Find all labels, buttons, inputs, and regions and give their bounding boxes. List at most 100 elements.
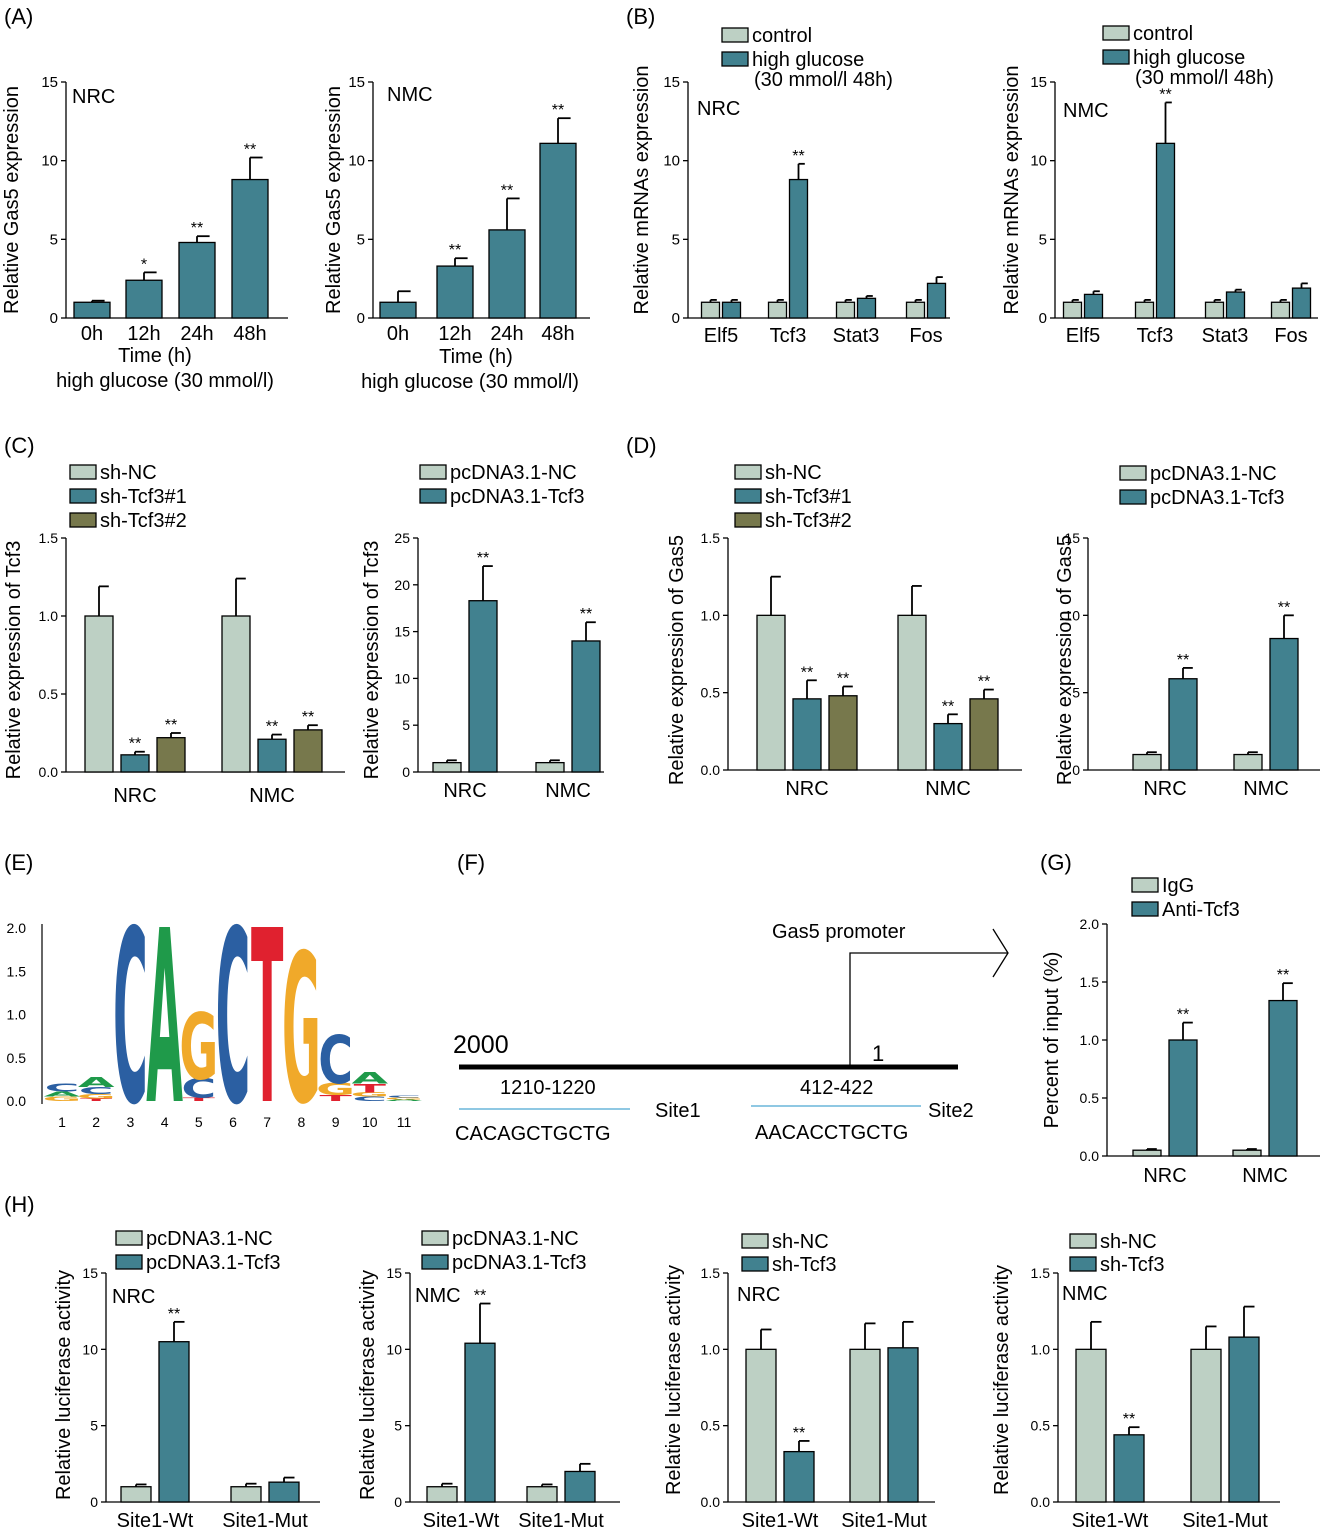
logo-letter-a: A xyxy=(78,1075,115,1090)
y-tick-label: 0.5 xyxy=(39,686,59,702)
y-tick-label: 5 xyxy=(90,1418,98,1434)
bar xyxy=(379,301,417,319)
corner-label: NMC xyxy=(387,84,433,106)
y-tick-label: 0.0 xyxy=(701,1494,721,1510)
legend-swatch xyxy=(69,488,97,504)
category-label: Site1-Wt xyxy=(117,1510,194,1531)
bar xyxy=(1233,753,1263,771)
logo-position-label: 6 xyxy=(229,1114,237,1130)
category-label: Fos xyxy=(1274,325,1307,347)
bar xyxy=(926,282,947,319)
logo-letter-t: T xyxy=(354,1082,387,1096)
logo-position-label: 2 xyxy=(92,1114,100,1130)
logo-position-label: 7 xyxy=(263,1114,271,1130)
logo-position-label: 9 xyxy=(332,1114,340,1130)
category-label: Tcf3 xyxy=(1137,325,1174,347)
bar xyxy=(221,615,251,773)
logo-letter-g: G xyxy=(77,1093,116,1100)
y-tick-label: 15 xyxy=(386,1265,402,1281)
y-tick-label: 10 xyxy=(1030,153,1047,170)
corner-label: NRC xyxy=(112,1286,155,1308)
site2-name: Site2 xyxy=(928,1100,974,1122)
legend-swatch xyxy=(1131,901,1159,917)
significance-label: ** xyxy=(1123,1411,1135,1428)
category-label: 24h xyxy=(490,323,523,345)
bar xyxy=(1132,753,1162,771)
category-label: Site1-Wt xyxy=(1072,1510,1149,1531)
legend-label: pcDNA3.1-NC xyxy=(146,1228,273,1250)
bar xyxy=(426,1486,458,1503)
chart-h4: 0.0 0.5 1.0 1.5 Site1-Wt ** Site1-Mut Relative … xyxy=(991,1231,1280,1531)
bar xyxy=(125,279,163,319)
end-position-label: 1 xyxy=(872,1041,884,1066)
y-tick-label: 0.5 xyxy=(1031,1418,1051,1434)
y-tick-label: 5 xyxy=(402,717,410,733)
logo-letter-a: A xyxy=(351,1070,389,1088)
bar xyxy=(856,297,877,319)
legend-label: control xyxy=(1133,23,1193,45)
significance-label: * xyxy=(141,256,147,273)
y-tick-label: 10 xyxy=(663,153,680,170)
legend-swatch xyxy=(69,464,97,480)
legend-label: sh-NC xyxy=(1100,1231,1157,1253)
significance-label: ** xyxy=(793,1425,805,1442)
y-tick-label: 0.0 xyxy=(1080,1148,1100,1164)
y-tick-label: 1.0 xyxy=(1031,1341,1051,1357)
corner-label: NRC xyxy=(72,86,115,108)
bar xyxy=(1062,301,1083,319)
x-axis-label: Time (h) xyxy=(118,345,192,367)
y-tick-label: 0.0 xyxy=(701,762,721,778)
y-tick-label: 25 xyxy=(394,530,410,546)
category-label: Stat3 xyxy=(1202,325,1249,347)
significance-label: ** xyxy=(302,709,314,726)
legend-swatch xyxy=(421,1230,449,1246)
y-axis-label: Relative Gas5 expression xyxy=(323,86,345,314)
legend-swatch xyxy=(1119,465,1147,481)
logo-letter-a: A xyxy=(146,879,183,1158)
y-tick-label: 0.5 xyxy=(1080,1090,1100,1106)
bar xyxy=(120,754,150,773)
y-tick-label: 10 xyxy=(348,153,365,170)
y-axis-label: Relative luciferase activity xyxy=(357,1270,379,1500)
y-tick-label: 0.5 xyxy=(701,685,721,701)
logo-letter-t: T xyxy=(251,879,283,1158)
tss-arrow-stem xyxy=(849,952,1008,1067)
logo-y-tick-label: 0.5 xyxy=(7,1050,27,1066)
category-label: NRC xyxy=(1143,1165,1186,1187)
start-position-label: 2000 xyxy=(453,1031,509,1059)
logo-position-label: 4 xyxy=(161,1114,169,1130)
corner-label: NRC xyxy=(697,98,740,120)
legend-label: high glucose xyxy=(1133,47,1245,69)
legend-swatch xyxy=(721,51,749,67)
chart-b1: 0 5 10 15 Elf5 Tcf3 ** Stat3 Fos Relative mRNAs e… xyxy=(631,25,950,347)
bar xyxy=(1291,287,1312,319)
logo-letter-a: A xyxy=(386,1099,423,1102)
y-tick-label: 15 xyxy=(663,74,680,91)
bar xyxy=(783,1450,815,1503)
category-label: NMC xyxy=(545,780,591,802)
bar xyxy=(1225,291,1246,319)
y-tick-label: 0 xyxy=(357,310,365,327)
legend-label: sh-Tcf3#1 xyxy=(765,486,852,508)
chart-a2: 0 5 10 15 0h 12h ** 24h ** 48h ** Relative Gas5 exp… xyxy=(323,74,590,393)
legend-swatch xyxy=(69,512,97,528)
y-tick-label: 1.5 xyxy=(701,1265,721,1281)
tss-arrowhead xyxy=(992,928,1009,978)
site1-sequence: CACAGCTGCTG xyxy=(455,1123,611,1145)
chart-c1: 0.0 0.5 1.0 1.5 NRC ** ** NMC ** ** Relative expre… xyxy=(3,462,345,807)
y-tick-label: 0.5 xyxy=(701,1418,721,1434)
category-label: NRC xyxy=(443,780,486,802)
y-tick-label: 15 xyxy=(82,1265,98,1281)
legend-label: pcDNA3.1-Tcf3 xyxy=(452,1252,587,1274)
bar xyxy=(120,1486,152,1503)
corner-label: NRC xyxy=(737,1284,780,1306)
logo-y-tick-label: 1.0 xyxy=(7,1007,27,1023)
y-tick-label: 5 xyxy=(394,1418,402,1434)
significance-label: ** xyxy=(792,148,804,165)
y-tick-label: 0 xyxy=(1072,762,1080,778)
y-tick-label: 5 xyxy=(672,231,680,248)
panel-letter-e: (E) xyxy=(4,850,33,875)
bar xyxy=(230,1486,262,1503)
y-axis-label: Relative Gas5 expression xyxy=(1,86,23,314)
